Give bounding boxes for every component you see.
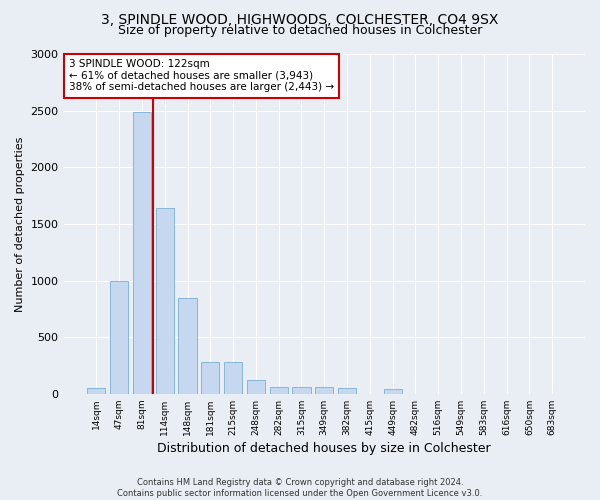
Bar (87, 388, 106, 394)
Bar (155, 208, 174, 394)
Bar (133, 112, 151, 394)
Bar (338, 388, 356, 394)
Bar (292, 387, 311, 394)
Text: 3 SPINDLE WOOD: 122sqm
← 61% of detached houses are smaller (3,943)
38% of semi-: 3 SPINDLE WOOD: 122sqm ← 61% of detached… (69, 59, 334, 92)
Bar (110, 280, 128, 394)
Text: Size of property relative to detached houses in Colchester: Size of property relative to detached ho… (118, 24, 482, 37)
Text: Contains HM Land Registry data © Crown copyright and database right 2024.
Contai: Contains HM Land Registry data © Crown c… (118, 478, 482, 498)
X-axis label: Distribution of detached houses by size in Colchester: Distribution of detached houses by size … (157, 442, 491, 455)
Bar (201, 362, 220, 394)
Bar (247, 380, 265, 394)
Bar (315, 387, 334, 394)
Y-axis label: Number of detached properties: Number of detached properties (15, 136, 25, 312)
Bar (224, 362, 242, 394)
Bar (178, 298, 197, 394)
Bar (269, 387, 288, 394)
Bar (383, 390, 402, 394)
Text: 3, SPINDLE WOOD, HIGHWOODS, COLCHESTER, CO4 9SX: 3, SPINDLE WOOD, HIGHWOODS, COLCHESTER, … (101, 12, 499, 26)
